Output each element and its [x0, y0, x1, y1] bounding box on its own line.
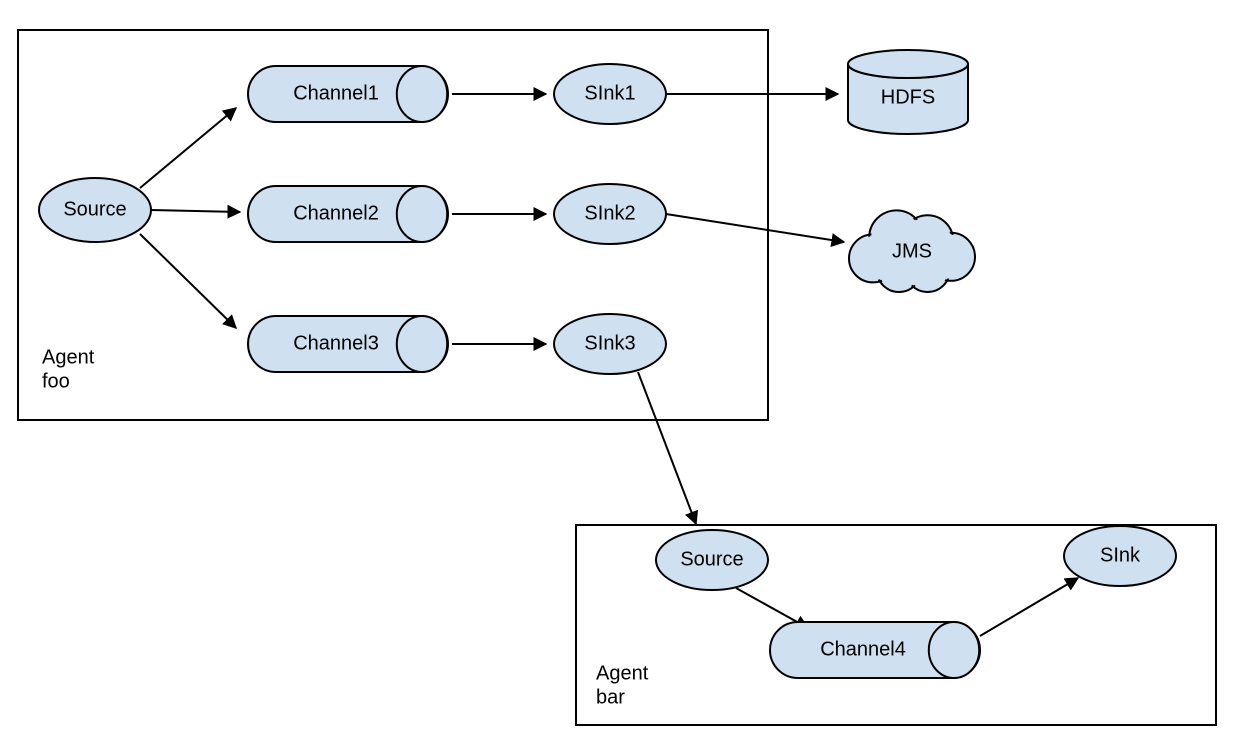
edge-ch4-sink4: [980, 578, 1078, 636]
edge-sink3-source2: [638, 372, 696, 524]
node-label: SInk: [1100, 544, 1141, 566]
agent-label-bar: bar: [596, 687, 625, 709]
node-source1: Source: [39, 178, 151, 242]
node-ch2: Channel2: [248, 186, 448, 242]
node-jms: JMS: [849, 210, 975, 292]
node-label: Source: [680, 548, 743, 570]
agent-label-foo: Agent: [42, 347, 95, 369]
node-label: Source: [63, 198, 126, 220]
node-label: Channel4: [820, 638, 906, 660]
node-label: SInk2: [584, 202, 635, 224]
node-ch4: Channel4: [770, 622, 980, 678]
node-ch1: Channel1: [248, 66, 448, 122]
agent-label-bar: Agent: [596, 663, 649, 685]
node-label: HDFS: [881, 86, 935, 108]
node-sink2: SInk2: [554, 184, 666, 244]
edge-sink2-jms: [666, 214, 844, 242]
node-ch3: Channel3: [248, 316, 448, 372]
flow-diagram: AgentfooAgentbarSourceChannel1Channel2Ch…: [0, 0, 1244, 734]
node-label: SInk3: [584, 332, 635, 354]
node-label: Channel2: [293, 202, 379, 224]
node-label: Channel1: [293, 82, 379, 104]
edge-source1-ch1: [140, 108, 236, 188]
node-sink4: SInk: [1064, 526, 1176, 586]
edge-source1-ch2: [151, 210, 240, 212]
node-label: Channel3: [293, 332, 379, 354]
node-sink1: SInk1: [554, 64, 666, 124]
node-source2: Source: [656, 530, 768, 590]
node-hdfs: HDFS: [848, 50, 968, 134]
agent-label-foo: foo: [42, 371, 70, 393]
node-label: JMS: [892, 240, 932, 262]
node-sink3: SInk3: [554, 314, 666, 374]
edge-source1-ch3: [140, 234, 236, 328]
node-label: SInk1: [584, 82, 635, 104]
